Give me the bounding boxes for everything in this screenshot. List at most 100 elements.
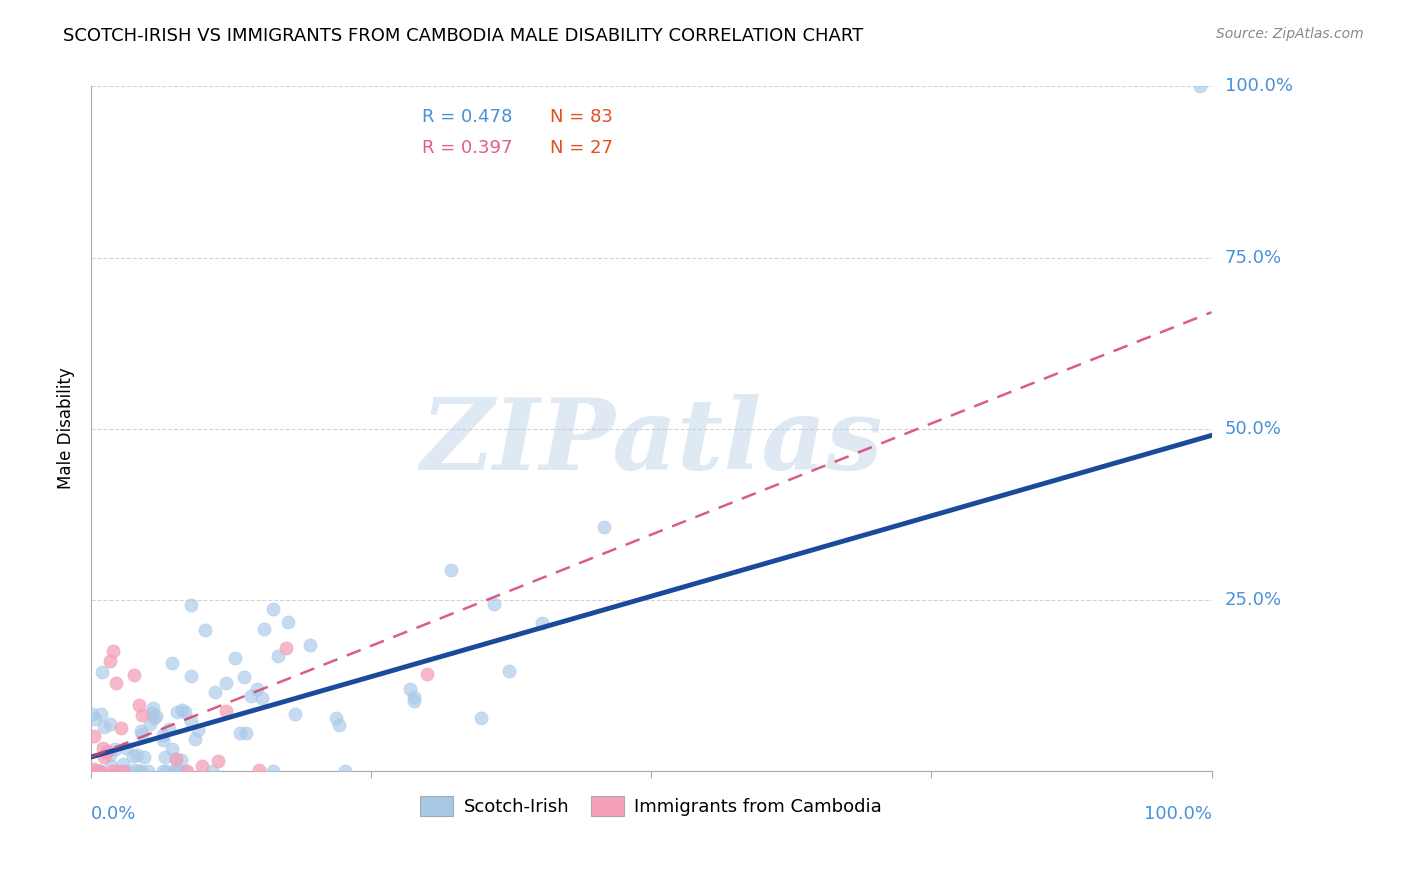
Point (83, 712, 105, 726)
Point (131, 727, 153, 741)
Point (87, 764, 110, 778)
Point (96, 747, 118, 761)
Point (131, 707, 153, 722)
Point (201, 764, 224, 778)
Text: 100.0%: 100.0% (1225, 78, 1294, 95)
Point (194, 623, 217, 637)
Point (416, 666, 439, 681)
Point (101, 644, 124, 658)
Point (163, 764, 186, 778)
Text: N = 27: N = 27 (551, 139, 613, 157)
Point (153, 750, 176, 764)
Point (277, 615, 299, 630)
Point (498, 664, 520, 678)
Point (180, 668, 202, 682)
Point (191, 759, 214, 773)
Text: 50.0%: 50.0% (1225, 419, 1282, 438)
Point (267, 648, 290, 663)
Point (93, 750, 115, 764)
Point (115, 764, 138, 778)
Point (157, 722, 180, 736)
Point (253, 622, 276, 636)
Point (90, 665, 112, 679)
Point (173, 764, 195, 778)
Point (89, 764, 111, 778)
Point (470, 711, 492, 725)
Text: 100.0%: 100.0% (1143, 805, 1212, 823)
Point (180, 598, 202, 612)
Point (152, 764, 174, 778)
Point (98, 717, 121, 731)
Point (163, 764, 186, 778)
Point (215, 705, 238, 719)
Text: N = 83: N = 83 (551, 108, 613, 127)
Point (142, 701, 165, 715)
Text: 25.0%: 25.0% (1225, 591, 1282, 608)
Point (299, 638, 322, 652)
Text: Source: ZipAtlas.com: Source: ZipAtlas.com (1216, 27, 1364, 41)
Point (93, 719, 115, 733)
Point (204, 684, 226, 698)
Point (404, 690, 426, 704)
Point (100, 654, 122, 668)
Point (84, 764, 107, 778)
Point (155, 764, 177, 778)
Point (284, 707, 307, 722)
Text: 0.0%: 0.0% (91, 805, 136, 823)
Point (87, 764, 110, 778)
Point (82, 706, 104, 721)
Point (333, 764, 356, 778)
Point (229, 726, 252, 740)
Point (166, 705, 188, 719)
Point (136, 764, 159, 778)
Y-axis label: Male Disability: Male Disability (58, 368, 75, 490)
Point (90, 706, 112, 721)
Point (170, 703, 193, 717)
Point (325, 711, 347, 725)
Point (125, 747, 148, 762)
Point (122, 748, 145, 763)
Point (262, 602, 284, 616)
Point (233, 670, 256, 684)
Point (129, 764, 152, 778)
Point (98, 747, 121, 762)
Point (180, 714, 202, 729)
Point (152, 733, 174, 747)
Point (110, 721, 132, 735)
Legend: Scotch-Irish, Immigrants from Cambodia: Scotch-Irish, Immigrants from Cambodia (413, 789, 890, 823)
Point (484, 597, 506, 611)
Point (128, 698, 150, 712)
Text: 75.0%: 75.0% (1225, 249, 1282, 267)
Point (100, 759, 122, 773)
Point (122, 668, 145, 682)
Point (215, 676, 238, 690)
Point (87, 764, 110, 778)
Point (132, 750, 155, 764)
Point (83, 729, 105, 743)
Point (398, 682, 420, 697)
Point (530, 615, 553, 630)
Point (145, 708, 167, 723)
Text: ZIPatlas: ZIPatlas (420, 394, 883, 491)
Point (83, 762, 105, 776)
Point (152, 728, 174, 742)
Point (107, 764, 129, 778)
Point (167, 764, 190, 778)
Point (160, 656, 183, 670)
Point (262, 764, 284, 778)
Point (160, 742, 183, 756)
Point (104, 742, 127, 756)
Point (207, 754, 229, 768)
Text: R = 0.397: R = 0.397 (422, 139, 512, 157)
Point (111, 764, 134, 778)
Point (235, 725, 257, 739)
Point (240, 689, 263, 703)
Point (1189, 79, 1212, 94)
Point (141, 706, 163, 720)
Point (224, 651, 246, 665)
Point (247, 763, 270, 777)
Point (104, 675, 127, 690)
Point (250, 690, 273, 705)
Point (96, 744, 118, 758)
Point (402, 694, 425, 708)
